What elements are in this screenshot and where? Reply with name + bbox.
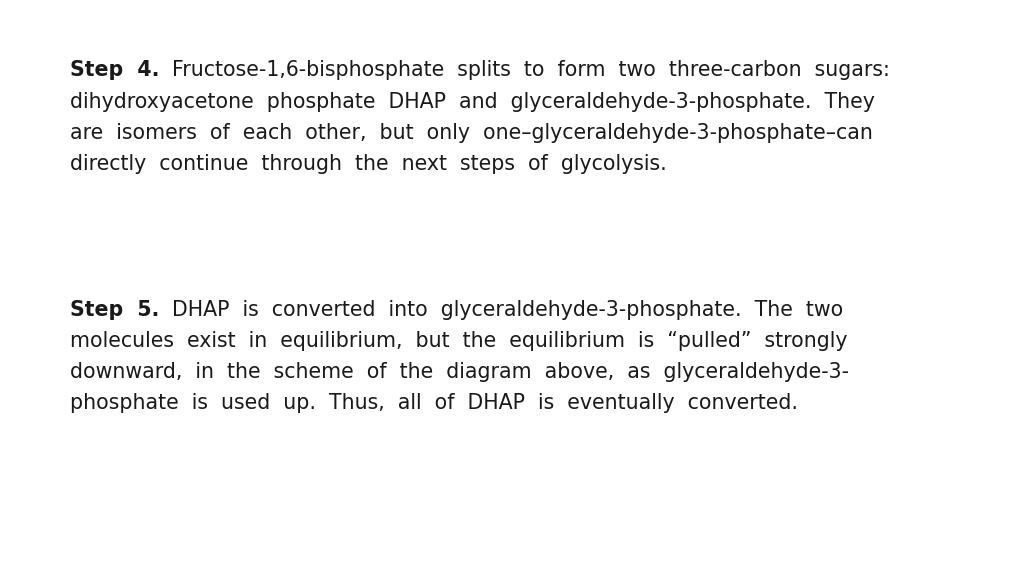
Text: DHAP  is  converted  into  glyceraldehyde-3-phosphate.  The  two: DHAP is converted into glyceraldehyde-3-…	[159, 300, 843, 320]
Text: Step  4.: Step 4.	[70, 60, 159, 81]
Text: directly  continue  through  the  next  steps  of  glycolysis.: directly continue through the next steps…	[70, 154, 667, 174]
Text: are  isomers  of  each  other,  but  only  one–glyceraldehyde-3-phosphate–can: are isomers of each other, but only one–…	[70, 123, 872, 143]
Text: phosphate  is  used  up.  Thus,  all  of  DHAP  is  eventually  converted.: phosphate is used up. Thus, all of DHAP …	[70, 393, 798, 413]
Text: Fructose-1,6-bisphosphate  splits  to  form  two  three-carbon  sugars:: Fructose-1,6-bisphosphate splits to form…	[159, 60, 890, 81]
Text: dihydroxyacetone  phosphate  DHAP  and  glyceraldehyde-3-phosphate.  They: dihydroxyacetone phosphate DHAP and glyc…	[70, 92, 874, 112]
Text: Step  5.: Step 5.	[70, 300, 159, 320]
Text: molecules  exist  in  equilibrium,  but  the  equilibrium  is  “pulled”  strongl: molecules exist in equilibrium, but the …	[70, 331, 847, 351]
Text: downward,  in  the  scheme  of  the  diagram  above,  as  glyceraldehyde-3-: downward, in the scheme of the diagram a…	[70, 362, 849, 382]
